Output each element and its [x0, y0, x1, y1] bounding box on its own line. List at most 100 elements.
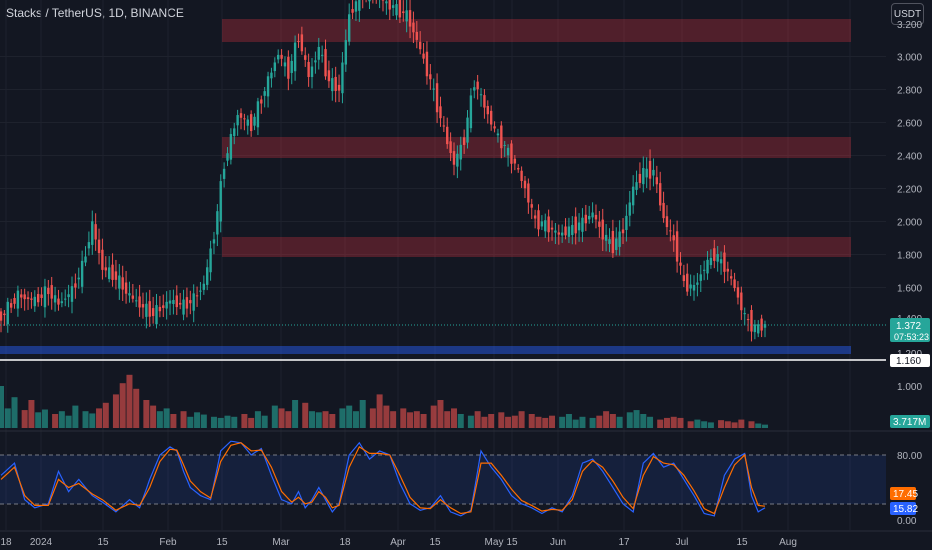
price-candle [67, 294, 70, 298]
volume-bar [559, 416, 566, 428]
price-candle [405, 10, 408, 22]
price-candle [283, 62, 287, 67]
volume-bar [102, 402, 109, 428]
price-candle [476, 81, 479, 90]
volume-bar [285, 411, 292, 428]
price-candle [452, 151, 456, 165]
volume-bar [369, 408, 376, 428]
price-candle [0, 311, 3, 321]
time-tick-label: Jun [550, 537, 566, 548]
volume-bar [0, 386, 4, 428]
price-candle [219, 181, 222, 222]
time-tick-label: 15 [506, 537, 518, 548]
volume-bar [278, 408, 285, 428]
stochastic-tick-label: 0.00 [897, 516, 917, 527]
price-candle [621, 229, 625, 234]
price-candle [554, 230, 557, 233]
price-candle [30, 298, 33, 300]
price-candle [763, 324, 767, 328]
price-candle [175, 295, 178, 308]
price-candle [682, 275, 686, 282]
price-candle [395, 4, 398, 16]
price-tick-label: 1.600 [897, 284, 922, 295]
currency-button[interactable]: USDT [891, 3, 924, 25]
price-candle [652, 169, 655, 176]
price-candle [618, 231, 621, 247]
volume-bar [143, 400, 150, 428]
time-tick-label: Feb [159, 537, 177, 548]
price-candle [611, 230, 615, 254]
price-candle [3, 313, 6, 316]
price-candle [625, 215, 628, 230]
price-candle [537, 210, 540, 230]
price-candle [64, 298, 67, 300]
price-candle [523, 180, 527, 189]
price-candle [293, 42, 297, 72]
price-candle [172, 299, 175, 305]
price-tick-label: 3.200 [897, 20, 922, 31]
price-candle [16, 290, 20, 309]
price-candle [40, 294, 43, 298]
price-candle [594, 214, 598, 220]
price-candle [462, 137, 466, 145]
price-candle [740, 292, 743, 311]
volume-bar [457, 414, 464, 428]
price-candle [155, 305, 158, 325]
price-candle [111, 264, 114, 280]
price-candle [746, 319, 750, 321]
volume-bar [150, 405, 157, 428]
volume-bar [488, 414, 495, 428]
price-candle [341, 62, 344, 94]
price-candle [709, 257, 713, 266]
volume-bar [518, 411, 525, 428]
price-candle [659, 183, 662, 206]
price-candle [510, 143, 513, 164]
price-candle [222, 168, 226, 179]
horizontal-level-badge [890, 354, 930, 367]
stochastic-band [0, 455, 886, 504]
volume-bar [376, 394, 383, 428]
volume-bar [481, 416, 488, 428]
volume-bar [271, 405, 278, 428]
price-candle [354, 1, 358, 12]
price-candle [121, 277, 124, 290]
price-candle [489, 110, 493, 125]
volume-bar [390, 411, 397, 428]
price-candle [239, 113, 243, 118]
price-candle [729, 276, 733, 279]
horizontal-level-value: 1.160 [896, 356, 921, 367]
time-tick-label: 15 [429, 537, 441, 548]
price-tick-label: 3.000 [897, 53, 922, 64]
price-candle [344, 40, 348, 65]
price-candle [533, 215, 537, 219]
volume-bar [609, 414, 616, 428]
price-candle [716, 254, 719, 262]
volume-bar [589, 417, 596, 428]
price-candle [402, 11, 405, 14]
volume-bar [731, 422, 738, 428]
price-candle [638, 173, 642, 183]
volume-bar [748, 421, 755, 428]
price-candle [672, 235, 675, 241]
volume-bar [474, 411, 481, 428]
price-candle [9, 303, 13, 308]
volume-bar [302, 402, 309, 428]
volume-bar [254, 411, 261, 428]
price-candle [199, 290, 202, 292]
price-candle [696, 282, 699, 285]
price-candle [236, 115, 239, 126]
price-candle [598, 221, 601, 227]
volume-bar [315, 412, 322, 428]
resistance-zone-1 [222, 19, 851, 42]
volume-value-badge [890, 415, 930, 428]
price-candle [141, 304, 145, 308]
price-candle [408, 10, 412, 27]
price-candle [97, 239, 101, 254]
price-candle [304, 55, 307, 60]
time-tick-label: Mar [272, 537, 290, 548]
volume-bar [724, 421, 731, 428]
price-candle [679, 262, 682, 266]
price-candle [723, 252, 726, 272]
volume-bar [339, 408, 346, 428]
